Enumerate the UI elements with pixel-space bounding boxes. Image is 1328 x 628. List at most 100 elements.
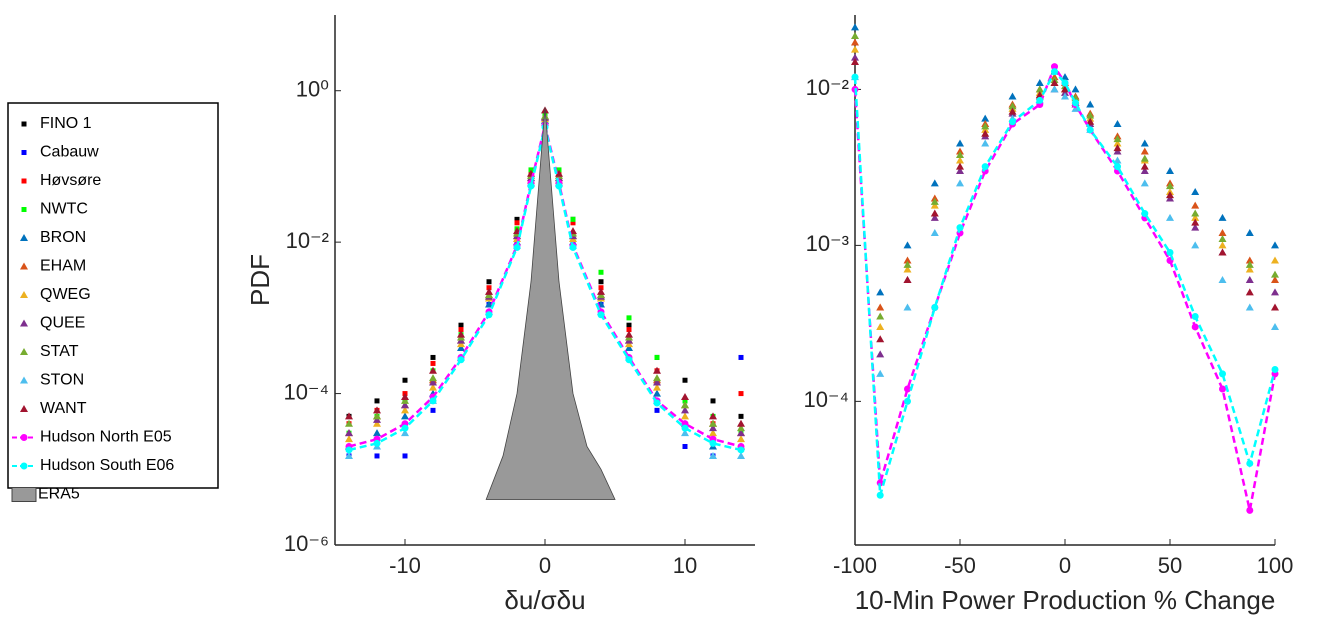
legend-label: STON bbox=[40, 372, 84, 389]
marker bbox=[876, 322, 885, 330]
marker bbox=[1166, 182, 1174, 190]
y-tick-label: 10⁻³ bbox=[806, 231, 849, 256]
marker bbox=[1245, 256, 1254, 264]
marker bbox=[345, 451, 353, 459]
marker bbox=[1050, 85, 1059, 93]
marker bbox=[1140, 147, 1149, 155]
marker bbox=[1271, 366, 1279, 374]
marker bbox=[401, 424, 409, 432]
marker bbox=[681, 401, 689, 409]
x-axis-label: δu/σδu bbox=[504, 585, 585, 615]
marker bbox=[345, 429, 353, 437]
marker bbox=[1035, 78, 1044, 86]
marker bbox=[1113, 120, 1122, 128]
x-tick-label: -50 bbox=[944, 553, 976, 578]
marker bbox=[851, 38, 859, 46]
marker bbox=[1071, 85, 1080, 93]
marker bbox=[1051, 63, 1058, 71]
marker bbox=[1271, 276, 1279, 283]
marker bbox=[597, 287, 605, 295]
marker bbox=[570, 216, 576, 222]
marker bbox=[903, 265, 912, 273]
marker bbox=[486, 285, 492, 291]
marker bbox=[981, 139, 990, 147]
legend: FINO 1 Cabauw Høvsøre NWTC BRON EHAM QWEG QUEE S… bbox=[11, 115, 174, 503]
marker bbox=[1008, 107, 1017, 115]
legend-label: QWEG bbox=[40, 286, 91, 303]
marker bbox=[402, 377, 408, 383]
marker bbox=[876, 369, 885, 377]
marker bbox=[903, 303, 912, 311]
marker bbox=[709, 439, 717, 447]
marker bbox=[709, 451, 717, 459]
marker bbox=[653, 389, 661, 397]
marker bbox=[1061, 73, 1069, 81]
marker bbox=[1036, 96, 1044, 104]
legend-label: QUEE bbox=[40, 315, 85, 332]
legend-label: Hudson North E05 bbox=[40, 429, 172, 446]
marker bbox=[1140, 162, 1149, 170]
marker bbox=[1086, 111, 1095, 119]
marker bbox=[1166, 191, 1174, 199]
marker bbox=[374, 453, 380, 459]
legend-label: FINO 1 bbox=[40, 115, 92, 132]
x-tick-label: 100 bbox=[1257, 553, 1294, 578]
marker bbox=[904, 397, 911, 405]
marker bbox=[1113, 139, 1122, 147]
marker bbox=[401, 401, 409, 409]
marker bbox=[1191, 218, 1200, 226]
marker bbox=[1271, 322, 1279, 330]
marker bbox=[709, 424, 717, 432]
marker bbox=[956, 150, 964, 158]
marker bbox=[1246, 506, 1254, 514]
marker bbox=[20, 434, 28, 441]
marker bbox=[429, 374, 437, 382]
legend-label: Hudson South E06 bbox=[40, 457, 174, 474]
marker bbox=[555, 169, 563, 177]
marker bbox=[738, 354, 744, 360]
marker bbox=[625, 343, 633, 351]
marker bbox=[569, 243, 577, 251]
marker bbox=[598, 279, 604, 285]
marker bbox=[681, 393, 689, 401]
legend-label: BRON bbox=[40, 229, 86, 246]
marker bbox=[1219, 385, 1226, 393]
marker bbox=[1061, 79, 1069, 87]
marker bbox=[956, 156, 964, 164]
marker bbox=[1140, 139, 1149, 147]
marker bbox=[709, 412, 717, 420]
marker bbox=[1050, 78, 1059, 86]
legend-label: EHAM bbox=[40, 258, 86, 275]
marker bbox=[1191, 223, 1200, 231]
marker bbox=[1008, 92, 1017, 100]
marker bbox=[625, 356, 633, 364]
marker bbox=[1191, 323, 1199, 331]
marker bbox=[1245, 260, 1254, 268]
marker bbox=[21, 121, 27, 127]
marker bbox=[485, 287, 493, 295]
marker bbox=[682, 398, 688, 404]
marker bbox=[429, 383, 437, 391]
marker bbox=[486, 279, 492, 285]
legend-label: WANT bbox=[40, 400, 87, 417]
marker bbox=[430, 360, 436, 366]
marker bbox=[1271, 241, 1279, 249]
marker bbox=[373, 412, 381, 420]
marker bbox=[653, 374, 661, 382]
marker bbox=[20, 262, 28, 270]
marker bbox=[737, 424, 745, 432]
marker bbox=[345, 412, 353, 420]
marker bbox=[1051, 68, 1058, 76]
marker bbox=[876, 491, 884, 499]
marker bbox=[430, 354, 436, 360]
marker bbox=[20, 462, 28, 470]
marker bbox=[709, 419, 717, 427]
marker bbox=[851, 57, 859, 65]
marker bbox=[654, 354, 660, 360]
marker bbox=[1166, 249, 1174, 257]
marker bbox=[956, 166, 964, 174]
marker bbox=[1035, 85, 1044, 93]
marker bbox=[598, 269, 604, 275]
marker bbox=[1245, 265, 1254, 273]
